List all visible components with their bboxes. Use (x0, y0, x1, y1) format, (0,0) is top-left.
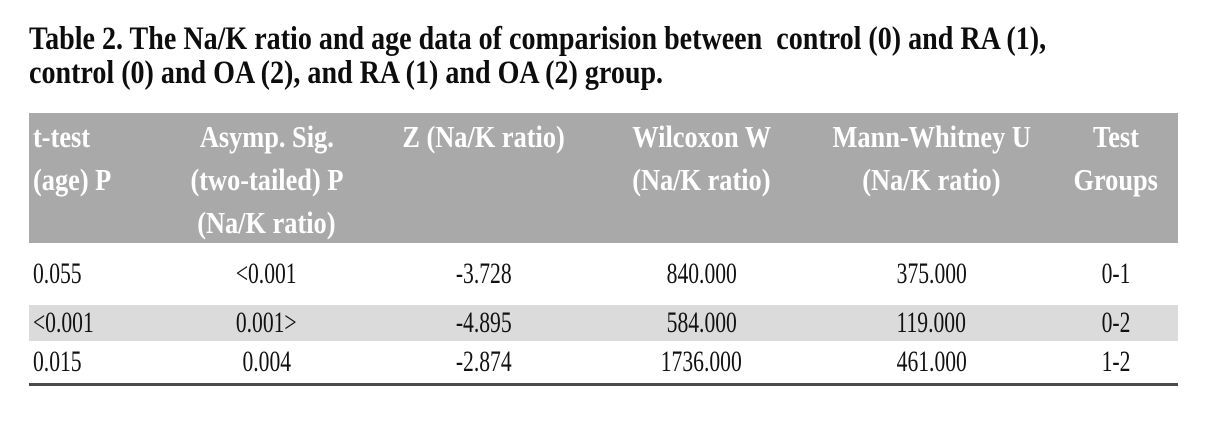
table-cell: 1-2 (1101, 345, 1131, 378)
table-cell: 119.000 (896, 306, 967, 339)
table-header-row: t-test (age) P Asymp. Sig. (two-tailed) … (29, 113, 1178, 243)
table-cell: 0.001> (236, 306, 297, 339)
table-cell: -2.874 (456, 345, 512, 378)
table-caption-line-2: control (0) and OA (2), and RA (1) and O… (29, 55, 664, 91)
table-cell: 0.055 (33, 257, 82, 290)
table-cell: -3.728 (456, 257, 512, 290)
table-cell: -4.895 (456, 306, 512, 339)
table-cell: <0.001 (236, 257, 297, 290)
table-cell: 375.000 (896, 257, 967, 290)
table-cell: 1736.000 (661, 345, 742, 378)
header-cell-mann-whitney-u: Mann-Whitney U (Na/K ratio) (832, 119, 1031, 197)
header-cell-t-test-age-p: t-test (age) P (33, 119, 112, 197)
table-cell: 461.000 (896, 345, 967, 378)
header-cell-wilcoxon-w: Wilcoxon W (Na/K ratio) (632, 119, 771, 197)
table-row-0-1: 0.055 <0.001 -3.728 840.000 375.000 0-1 (29, 243, 1178, 305)
header-cell-z-na-k-ratio: Z (Na/K ratio) (402, 119, 566, 154)
header-cell-test-groups: Test Groups (1073, 119, 1159, 197)
table-row-0-2: <0.001 0.001> -4.895 584.000 119.000 0-2 (29, 305, 1178, 341)
table-row-1-2: 0.015 0.004 -2.874 1736.000 461.000 1-2 (29, 341, 1178, 383)
table-bottom-rule (29, 383, 1178, 386)
table-cell: 840.000 (666, 257, 737, 290)
header-cell-asymp-sig: Asymp. Sig. (two-tailed) P (Na/K ratio) (190, 119, 343, 240)
table-cell: 0-2 (1101, 306, 1131, 339)
table-caption: Table 2. The Na/K ratio and age data of … (29, 22, 1209, 90)
table-caption-line-1: Table 2. The Na/K ratio and age data of … (29, 21, 1047, 57)
data-table: t-test (age) P Asymp. Sig. (two-tailed) … (29, 113, 1178, 386)
table-cell: 0.004 (242, 345, 291, 378)
table-cell: 584.000 (666, 306, 737, 339)
table-cell: <0.001 (33, 306, 94, 339)
table-cell: 0-1 (1101, 257, 1131, 290)
table-cell: 0.015 (33, 345, 82, 378)
